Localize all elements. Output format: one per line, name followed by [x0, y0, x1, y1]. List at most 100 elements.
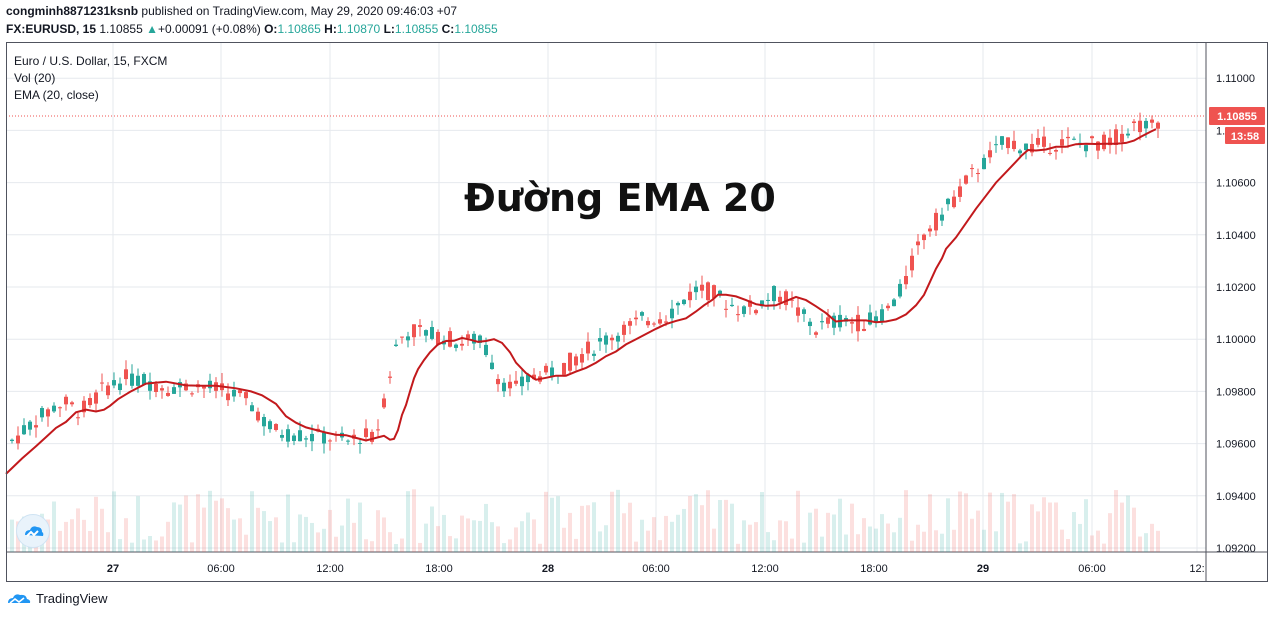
volume-bar — [868, 526, 872, 552]
candle-body — [880, 309, 884, 323]
volume-bar — [262, 511, 266, 552]
volume-bar — [838, 498, 842, 552]
candle-body — [496, 378, 500, 385]
candle-body — [346, 440, 350, 442]
candle-body — [598, 338, 602, 342]
volume-bar — [502, 543, 506, 552]
volume-bar — [628, 502, 632, 552]
candle-body — [10, 439, 14, 441]
open-value: 1.10865 — [277, 22, 321, 36]
candle-body — [682, 299, 686, 305]
candle-body — [952, 196, 956, 208]
candle-body — [934, 212, 938, 231]
x-tick-label: 12:00 — [751, 563, 779, 575]
volume-bar — [544, 491, 548, 552]
volume-bar — [766, 532, 770, 552]
footer-brand[interactable]: TradingView — [6, 590, 108, 606]
candle-body — [922, 234, 926, 241]
candle-body — [358, 442, 362, 444]
x-tick-label: 06:00 — [642, 563, 670, 575]
candle-body — [622, 324, 626, 335]
candle-body — [406, 336, 410, 341]
volume-bar — [736, 543, 740, 552]
candle-body — [454, 344, 458, 348]
volume-bar — [826, 512, 830, 552]
volume-bar — [1150, 523, 1154, 552]
volume-bar — [862, 518, 866, 552]
candle-body — [808, 321, 812, 327]
volume-bar — [352, 522, 356, 552]
volume-bar — [802, 542, 806, 552]
candle-body — [988, 150, 992, 158]
candle-body — [766, 299, 770, 301]
volume-bar — [820, 536, 824, 552]
volume-bar — [1000, 492, 1004, 552]
symbol-label: FX:EURUSD, 15 — [6, 22, 97, 36]
volume-bar — [718, 500, 722, 552]
candle-body — [40, 407, 44, 418]
candle-body — [730, 304, 734, 307]
x-tick-label: 12: — [1189, 563, 1204, 575]
volume-bar — [928, 494, 932, 552]
volume-bar — [190, 542, 194, 552]
candle-body — [448, 331, 452, 347]
candle-body — [532, 374, 536, 380]
candle-body — [298, 430, 302, 442]
candle-body — [928, 228, 932, 232]
candle-body — [310, 433, 314, 442]
volume-bar — [556, 496, 560, 552]
volume-bar — [610, 491, 614, 552]
candle-body — [1000, 136, 1004, 145]
volume-bar — [778, 520, 782, 552]
countdown-tag-label: 13:58 — [1231, 131, 1259, 143]
volume-bar — [244, 534, 248, 552]
candle-body — [1006, 137, 1010, 149]
candle-body — [640, 312, 644, 316]
candle-body — [832, 315, 836, 328]
candle-body — [1102, 134, 1106, 150]
candle-body — [1030, 143, 1034, 153]
volume-bar — [748, 524, 752, 552]
candle-body — [460, 343, 464, 346]
volume-bar — [10, 519, 14, 552]
volume-bar — [856, 534, 860, 552]
ema-line — [5, 128, 1157, 475]
volume-bar — [952, 529, 956, 552]
y-tick-label: 1.10400 — [1216, 230, 1256, 242]
candle-body — [484, 344, 488, 356]
candle-body — [862, 328, 866, 331]
cloud-logo-icon — [25, 526, 44, 537]
volume-bar — [964, 493, 968, 552]
volume-bar — [976, 510, 980, 552]
candle-body — [280, 434, 284, 438]
volume-bar — [1018, 543, 1022, 552]
volume-bar — [844, 534, 848, 552]
volume-bar — [64, 521, 68, 552]
candle-body — [1132, 121, 1136, 124]
candle-body — [718, 290, 722, 296]
volume-bar — [520, 521, 524, 552]
candle-body — [592, 353, 596, 356]
volume-bar — [1132, 507, 1136, 552]
volume-bar — [634, 541, 638, 552]
volume-bar — [622, 513, 626, 552]
volume-bar — [886, 523, 890, 552]
tradingview-badge-icon[interactable] — [16, 514, 50, 548]
candle-body — [742, 306, 746, 314]
low-value: 1.10855 — [394, 22, 439, 36]
volume-bar — [376, 510, 380, 552]
volume-bar — [1126, 495, 1130, 552]
volume-bar — [424, 523, 428, 552]
volume-bar — [286, 494, 290, 552]
candle-body — [382, 398, 386, 408]
up-triangle-icon: ▲ — [146, 22, 158, 36]
volume-bar — [832, 514, 836, 552]
volume-bar — [532, 519, 536, 552]
candle-body — [490, 362, 494, 370]
volume-bar — [292, 542, 296, 552]
volume-bar — [112, 491, 116, 552]
x-tick-label: 29 — [977, 563, 989, 575]
candle-body — [400, 336, 404, 338]
legend-title: Euro / U.S. Dollar, 15, FXCM — [14, 54, 168, 68]
